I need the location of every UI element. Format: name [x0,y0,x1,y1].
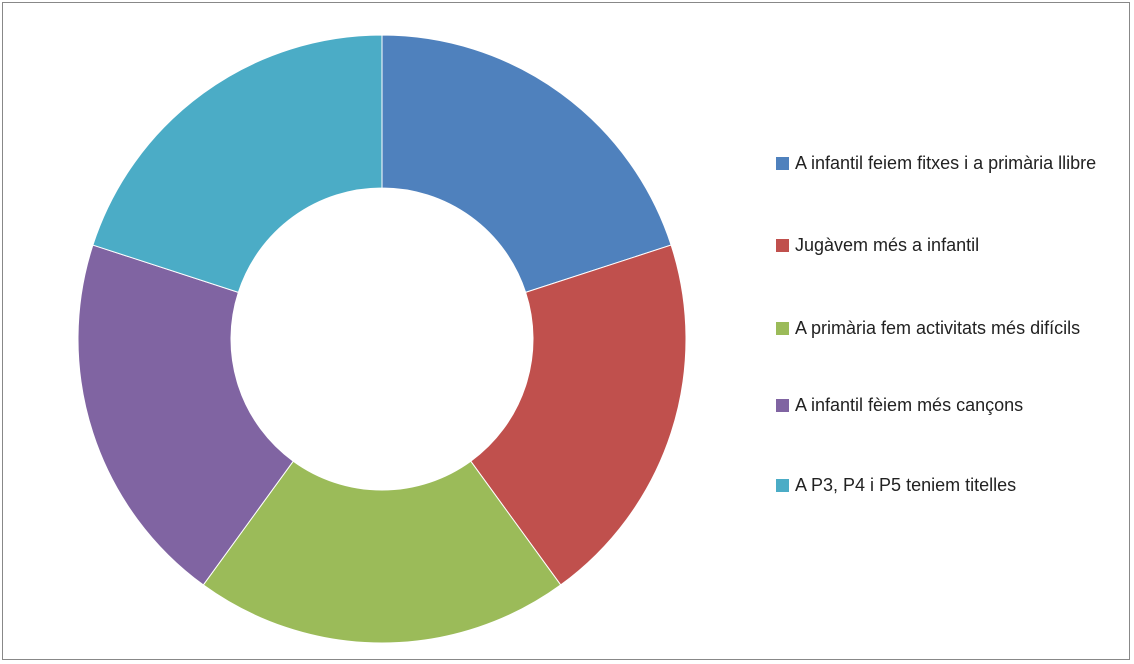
legend-swatch [776,157,789,170]
legend-item: A infantil feiem fitxes i a primària lli… [776,150,1116,177]
legend-label: A primària fem activitats més difícils [795,318,1081,338]
donut-slice [381,34,672,293]
legend-label: Jugàvem més a infantil [795,235,980,255]
donut-slice [470,244,687,586]
legend-label: A P3, P4 i P5 teniem titelles [795,475,1017,495]
donut-slice [77,244,294,586]
legend-swatch [776,239,789,252]
legend-swatch [776,322,789,335]
legend-swatch [776,479,789,492]
legend-item: A primària fem activitats més difícils [776,315,1116,342]
legend-label: A infantil feiem fitxes i a primària lli… [795,153,1097,173]
legend-item: Jugàvem més a infantil [776,232,1116,259]
legend-swatch [776,399,789,412]
donut-slice [202,460,562,644]
legend-label: A infantil fèiem més cançons [795,395,1024,415]
donut-slice [92,34,383,293]
legend-item: A infantil fèiem més cançons [776,392,1116,419]
legend-item: A P3, P4 i P5 teniem titelles [776,472,1116,499]
